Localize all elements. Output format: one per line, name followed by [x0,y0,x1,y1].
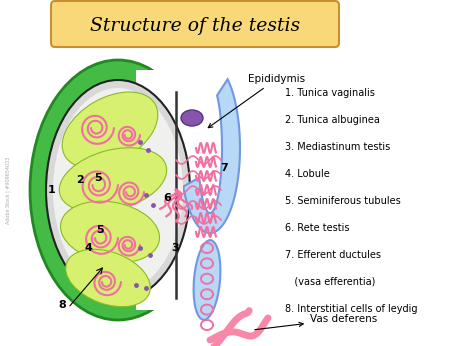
Ellipse shape [53,88,183,292]
Text: 1. Tunica vaginalis: 1. Tunica vaginalis [285,88,375,98]
Ellipse shape [46,80,190,300]
Text: Vas deferens: Vas deferens [255,314,377,330]
Ellipse shape [61,201,160,263]
Text: Structure of the testis: Structure of the testis [90,17,300,35]
Text: 5. Seminiferous tubules: 5. Seminiferous tubules [285,196,401,206]
Bar [136,70,264,310]
Ellipse shape [181,110,203,126]
Text: 4. Lobule: 4. Lobule [285,169,330,179]
Text: 3: 3 [171,243,179,253]
Text: 4: 4 [84,243,92,253]
Text: 5: 5 [94,173,102,183]
Text: 2: 2 [76,175,84,185]
Text: (vasa efferentia): (vasa efferentia) [285,277,375,287]
Text: 1: 1 [48,185,56,195]
Polygon shape [183,79,240,233]
Text: 8: 8 [58,300,66,310]
Text: 6. Rete testis: 6. Rete testis [285,223,349,233]
Text: 6: 6 [163,193,171,203]
Text: 7: 7 [220,163,228,173]
Ellipse shape [66,249,150,307]
Text: 2. Tunica albuginea: 2. Tunica albuginea [285,115,380,125]
Text: 8. Interstitial cells of leydig: 8. Interstitial cells of leydig [285,304,418,314]
Ellipse shape [193,240,220,320]
Text: Epididymis: Epididymis [208,74,305,128]
Ellipse shape [62,92,158,168]
Text: 5: 5 [96,225,104,235]
Ellipse shape [30,60,206,320]
FancyBboxPatch shape [51,1,339,47]
Text: 3. Mediastinum testis: 3. Mediastinum testis [285,142,390,152]
Text: Adobe Stock | #909654033: Adobe Stock | #909654033 [5,156,11,224]
Ellipse shape [59,148,167,212]
Text: 7. Efferent ductules: 7. Efferent ductules [285,250,381,260]
